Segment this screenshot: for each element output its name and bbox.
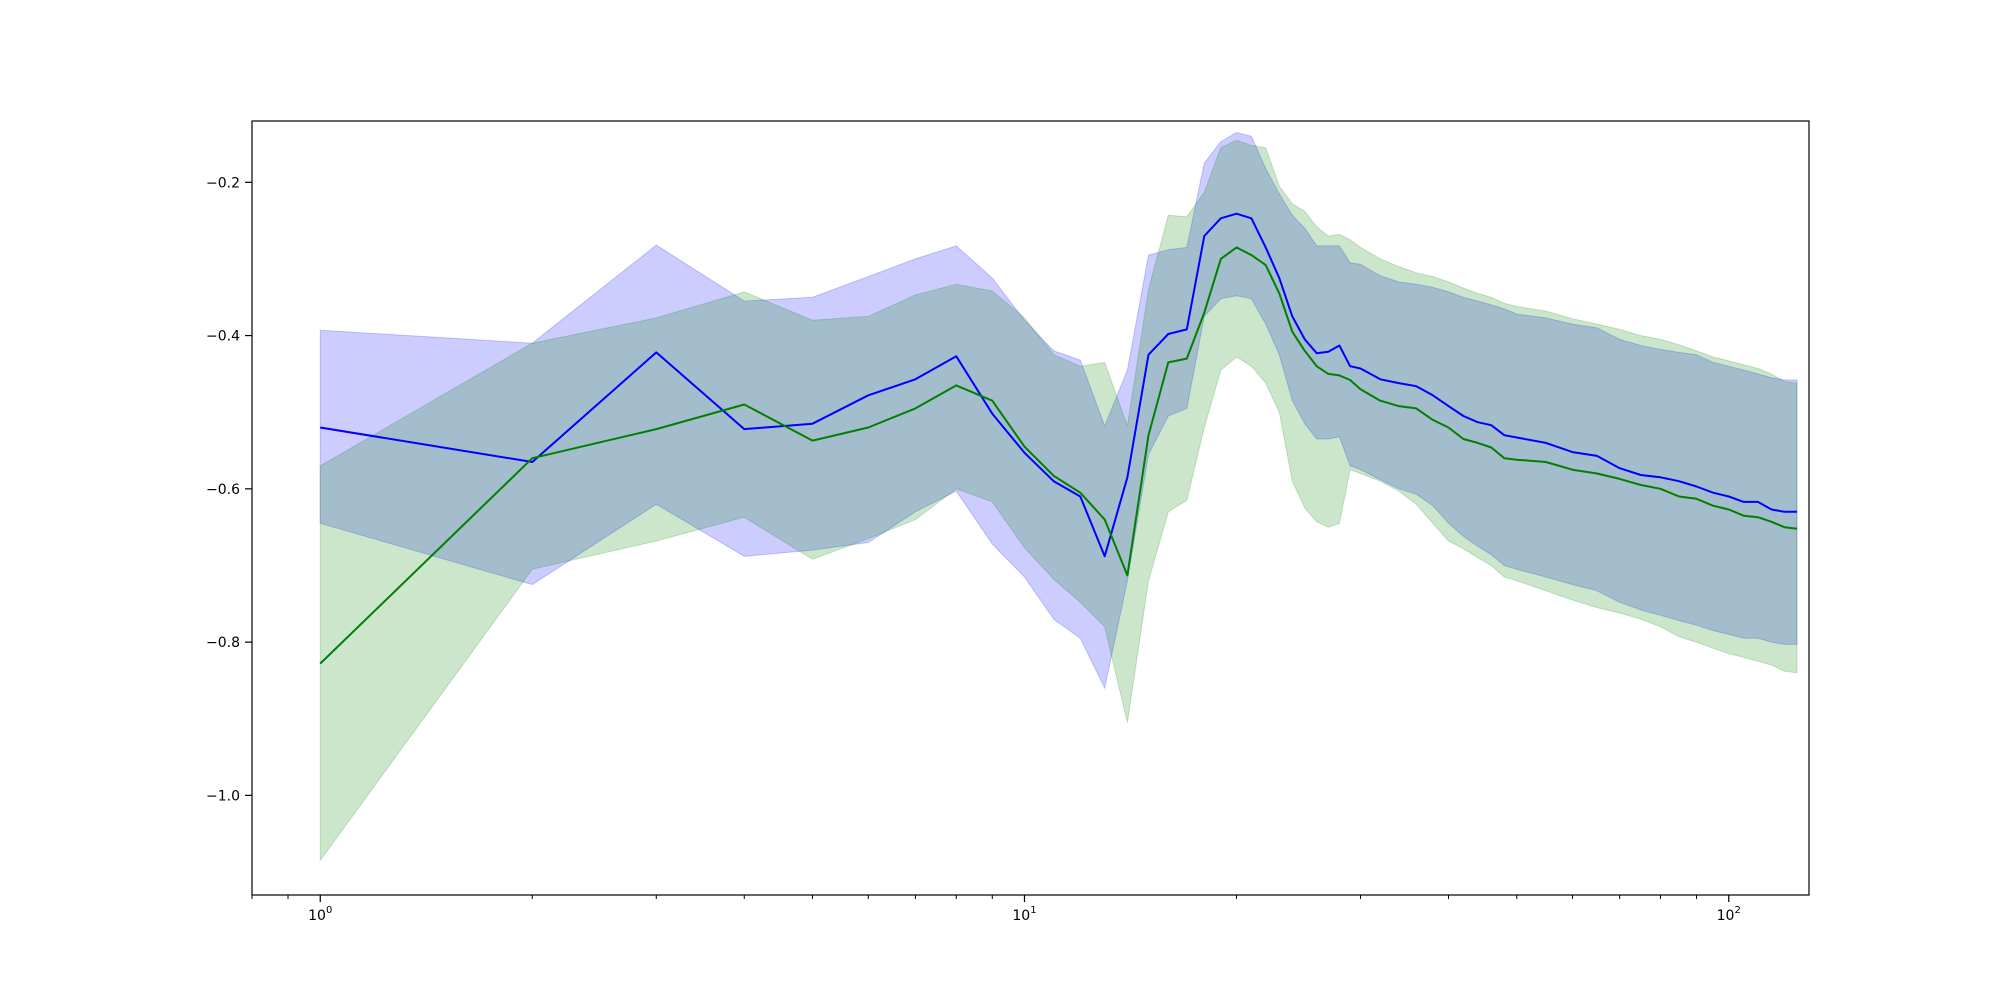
plot-frame xyxy=(251,120,1810,896)
y-tick-label: −0.4 xyxy=(206,329,240,345)
series-2-line xyxy=(319,246,1798,665)
y-tick-label: −0.6 xyxy=(206,482,240,498)
series-lines xyxy=(319,212,1798,665)
series-2-band xyxy=(319,139,1798,863)
x-tick-label: 102 xyxy=(1717,905,1741,924)
y-tick-label: −0.8 xyxy=(206,635,240,651)
y-tick-label: −0.2 xyxy=(206,175,240,191)
x-axis: 100 101 102 xyxy=(251,895,1741,924)
confidence-bands xyxy=(319,131,1798,863)
x-tick-label: 100 xyxy=(308,905,332,924)
x-tick-label: 101 xyxy=(1012,905,1036,924)
series-1-band xyxy=(319,131,1798,690)
y-tick-label: −1.0 xyxy=(206,788,240,804)
series-1-line xyxy=(320,212,1797,558)
y-axis: −0.2 −0.4 −0.6 −0.8 −1.0 xyxy=(206,175,252,804)
